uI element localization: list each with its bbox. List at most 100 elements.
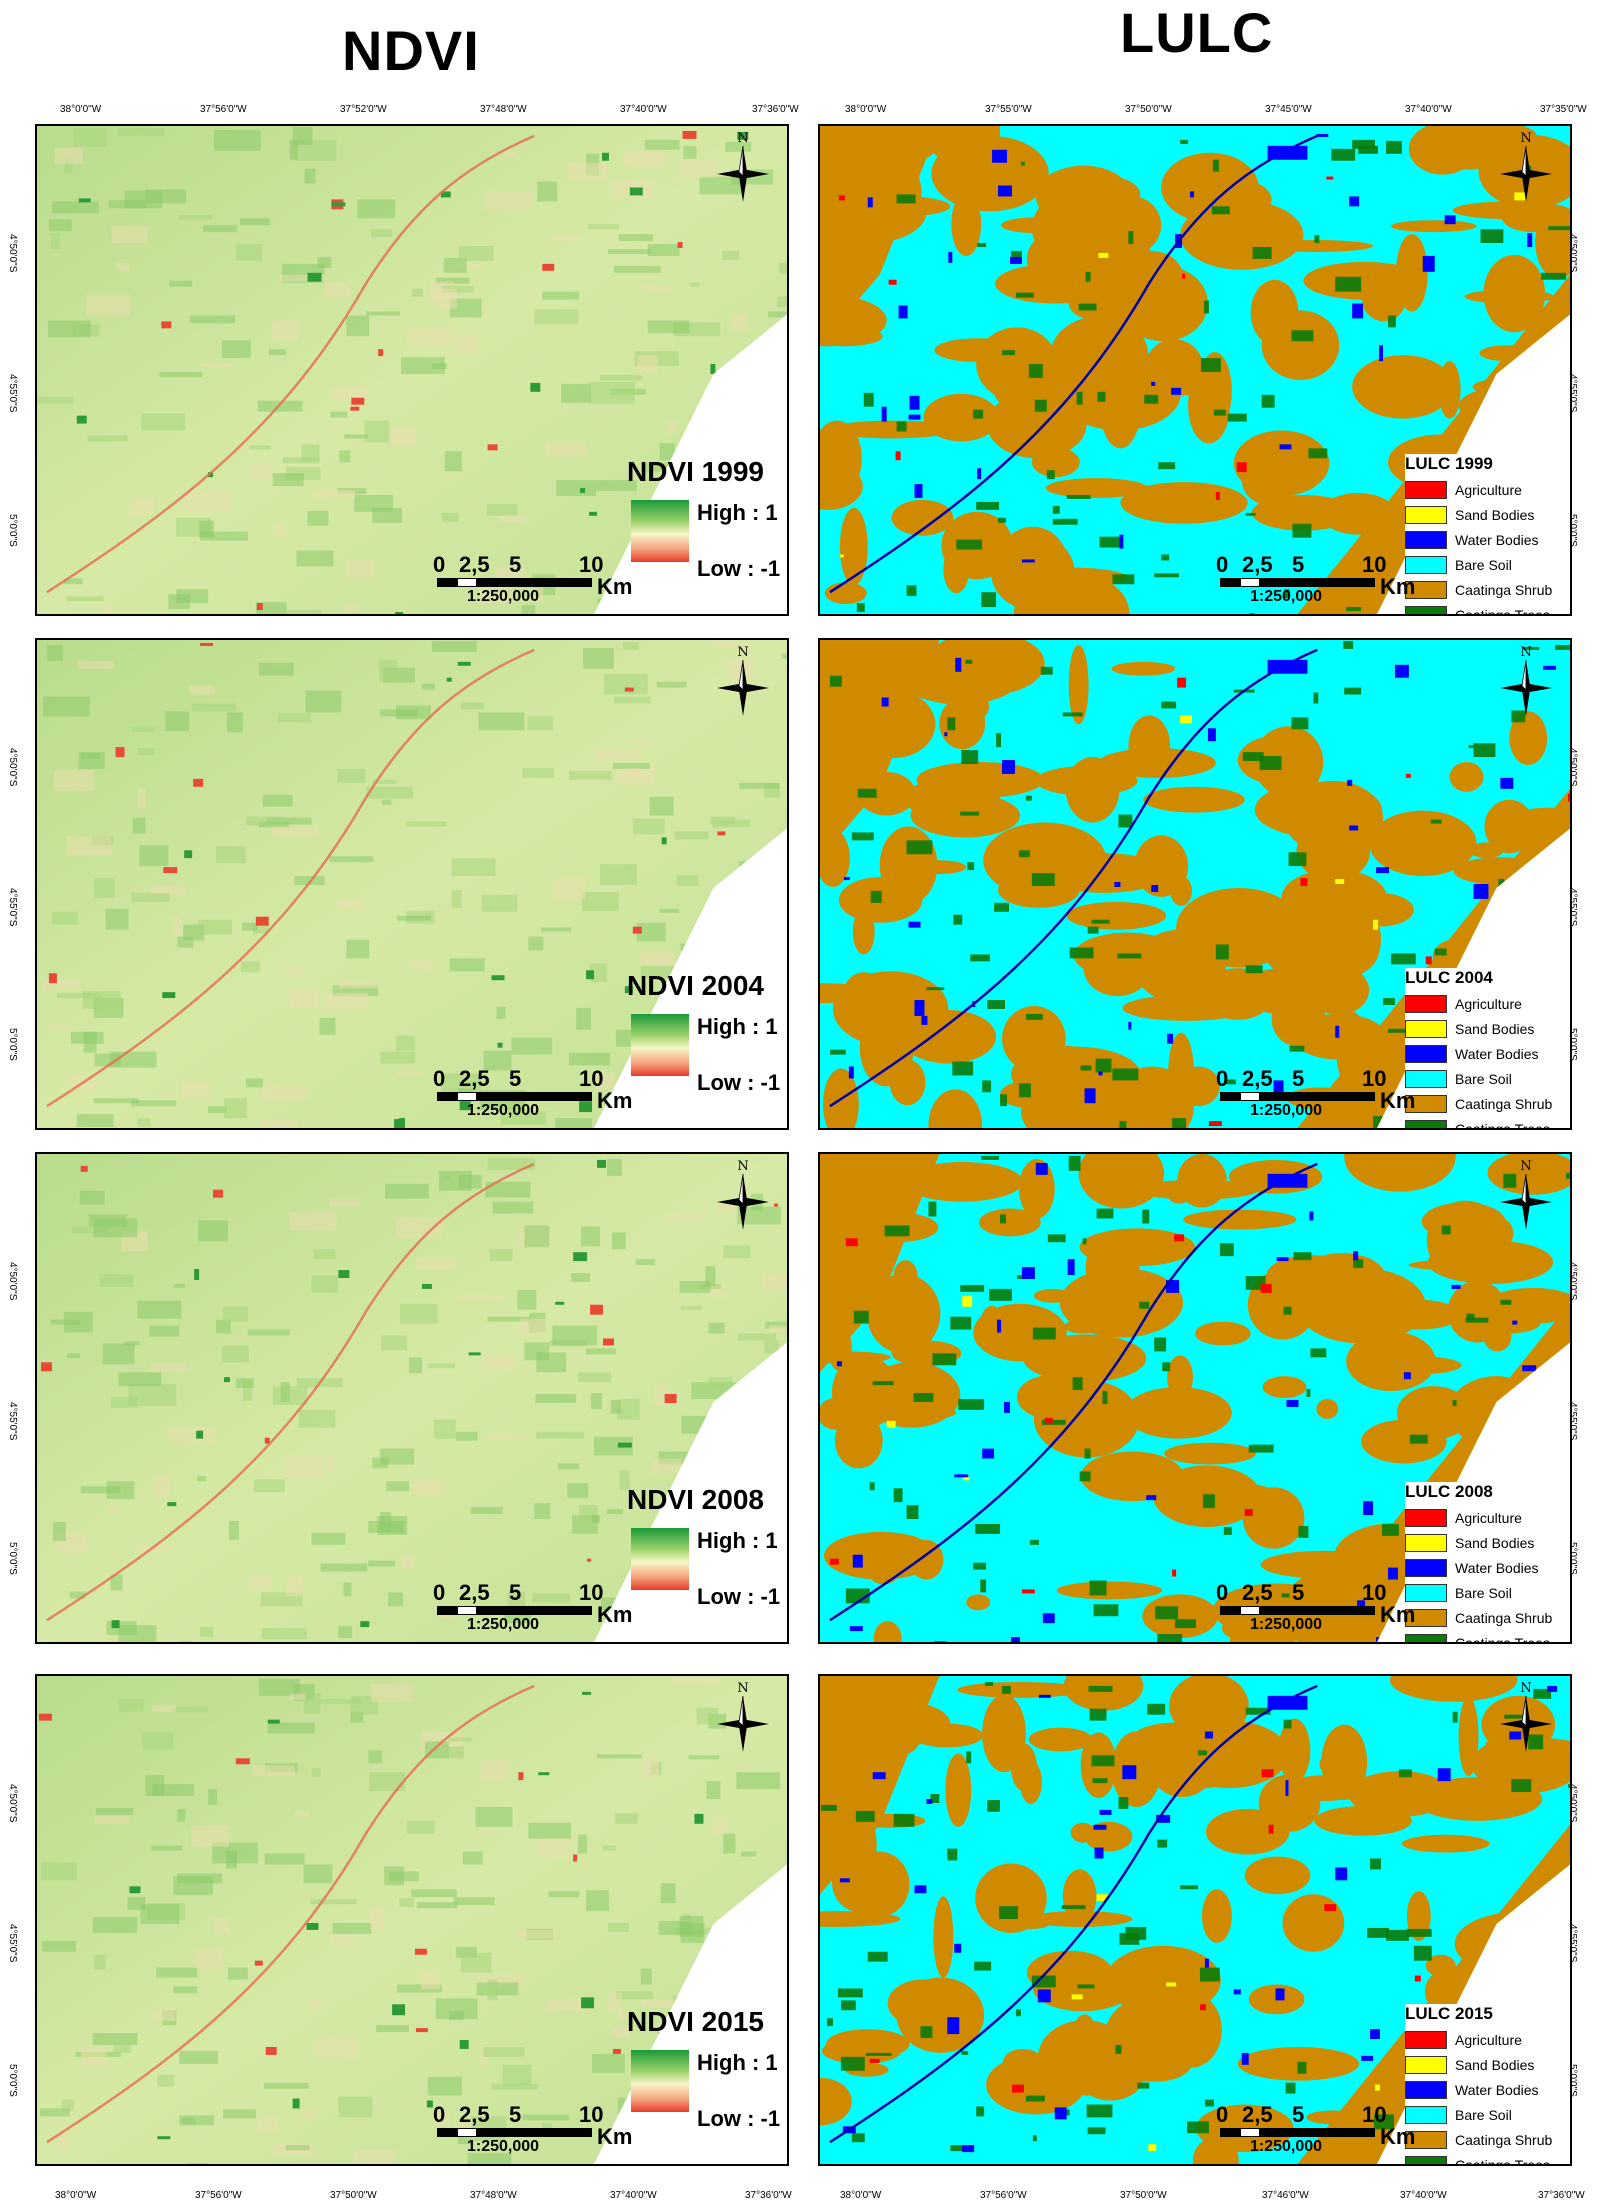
lulc-column-title: LULC (1120, 1, 1274, 64)
scale-ratio: 1:250,000 (467, 1102, 540, 1119)
legend-label: Agriculture (1455, 1509, 1522, 1526)
legend-label: Caatinga Shrub (1455, 1095, 1553, 1112)
legend-entry: Sand Bodies (1405, 1016, 1563, 1041)
coord-label: 37°48'0"W (480, 104, 527, 115)
lulc-legend: LULC 2004 Agriculture Sand Bodies Water … (1405, 968, 1563, 1128)
latitude-label: 4°50'0"S (1567, 234, 1578, 273)
ndvi-map-panel: N NDVI 1999 High : 1 Low : -1 0 2,5 5 10… (35, 124, 789, 616)
ndvi-high-label: High : 1 (697, 500, 778, 525)
scale-label: 2,5 (1242, 2102, 1273, 2127)
legend-swatch (1405, 1508, 1447, 1527)
scale-label: 2,5 (1242, 552, 1273, 577)
legend-swatch (1405, 1608, 1447, 1627)
latitude-label: 4°55'0"S (1567, 888, 1578, 927)
latitude-label: 4°55'0"S (1567, 1402, 1578, 1441)
latitude-label: 5°0'0"S (7, 1028, 18, 1061)
legend-entry: Caatinga Trees (1405, 1116, 1563, 1128)
legend-label: Caatinga Shrub (1455, 581, 1553, 598)
svg-text:N: N (1520, 1159, 1531, 1174)
scale-unit: Km (597, 1602, 633, 1627)
latitude-label: 4°50'0"S (7, 234, 18, 273)
scale-label: 2,5 (459, 552, 490, 577)
scale-unit: Km (597, 2124, 633, 2149)
scale-label: 0 (1216, 1066, 1229, 1091)
ndvi-color-ramp (631, 1528, 689, 1590)
coord-label: 37°56'0"W (195, 2190, 242, 2201)
ndvi-color-ramp (631, 500, 689, 562)
scale-label: 10 (1362, 1580, 1387, 1605)
legend-swatch (1405, 2030, 1447, 2049)
scale-ratio: 1:250,000 (467, 2138, 540, 2155)
legend-entry: Bare Soil (1405, 1580, 1563, 1605)
north-arrow-icon: N (1496, 644, 1556, 718)
scale-label: 5 (509, 552, 522, 577)
scale-label: 0 (433, 552, 446, 577)
scale-unit: Km (597, 1088, 633, 1113)
scale-bar: 0 2,5 5 10 Km 1:250,000 (433, 1580, 632, 1633)
legend-entry: Sand Bodies (1405, 2052, 1563, 2077)
legend-swatch (1405, 2105, 1447, 2124)
svg-text:N: N (737, 131, 748, 146)
latitude-label: 4°50'0"S (1567, 1262, 1578, 1301)
latitude-label: 4°55'0"S (1567, 374, 1578, 413)
coord-label: 37°56'0"W (980, 2190, 1027, 2201)
legend-entry: Sand Bodies (1405, 1530, 1563, 1555)
coord-label: 37°50'0"W (330, 2190, 377, 2201)
legend-label: Sand Bodies (1455, 1534, 1535, 1551)
scale-label: 10 (579, 1580, 604, 1605)
coord-label: 38°0'0"W (55, 2190, 97, 2201)
svg-text:N: N (1520, 1681, 1531, 1696)
legend-swatch (1405, 1583, 1447, 1602)
scale-bar: 0 2,5 5 10 Km 1:250,000 (1216, 1066, 1415, 1119)
ndvi-low-label: Low : -1 (697, 1584, 781, 1609)
legend-label: Water Bodies (1455, 531, 1539, 548)
scale-bar-graphic (1220, 2128, 1375, 2137)
coord-label: 37°52'0"W (340, 104, 387, 115)
scale-label: 10 (1362, 1066, 1387, 1091)
scale-bar-graphic (437, 1606, 592, 1615)
latitude-label: 5°0'0"S (7, 1542, 18, 1575)
lulc-panel-title: LULC 2015 (1405, 2004, 1493, 2023)
legend-swatch (1405, 580, 1447, 599)
legend-entry: Agriculture (1405, 1505, 1563, 1530)
scale-label: 10 (579, 2102, 604, 2127)
legend-entry: Caatinga Shrub (1405, 1605, 1563, 1630)
coord-label: 37°50'0"W (1120, 2190, 1167, 2201)
scale-label: 0 (1216, 2102, 1229, 2127)
latitude-label: 5°0'0"S (1567, 1028, 1578, 1061)
coord-label: 37°46'0"W (1262, 2190, 1309, 2201)
legend-label: Water Bodies (1455, 1559, 1539, 1576)
legend-swatch (1405, 1119, 1447, 1128)
coord-label: 38°0'0"W (60, 104, 102, 115)
scale-bar: 0 2,5 5 10 Km 1:250,000 (1216, 1580, 1415, 1633)
legend-swatch (1405, 1558, 1447, 1577)
scale-ratio: 1:250,000 (1250, 2138, 1323, 2155)
ndvi-map-panel: N NDVI 2015 High : 1 Low : -1 0 2,5 5 10… (35, 1674, 789, 2166)
scale-label: 0 (433, 2102, 446, 2127)
svg-text:N: N (1520, 131, 1531, 146)
latitude-label: 4°50'0"S (1567, 748, 1578, 787)
legend-entry: Water Bodies (1405, 527, 1563, 552)
latitude-label: 4°50'0"S (7, 1784, 18, 1823)
ndvi-panel-title: NDVI 2004 (627, 970, 764, 1001)
scale-bar: 0 2,5 5 10 Km 1:250,000 (433, 1066, 632, 1119)
latitude-label: 4°50'0"S (7, 1262, 18, 1301)
legend-label: Caatinga Trees (1455, 1634, 1550, 1644)
coord-label: 37°40'0"W (620, 104, 667, 115)
lulc-map-panel: N LULC 2004 Agriculture Sand Bodies Wate… (818, 638, 1572, 1130)
north-arrow-icon: N (713, 1158, 773, 1232)
legend-label: Bare Soil (1455, 556, 1512, 573)
scale-ratio: 1:250,000 (1250, 1102, 1323, 1119)
scale-unit: Km (1380, 2124, 1416, 2149)
scale-unit: Km (1380, 1088, 1416, 1113)
legend-label: Agriculture (1455, 2031, 1522, 2048)
scale-label: 10 (579, 1066, 604, 1091)
north-arrow-icon: N (713, 1680, 773, 1754)
coord-label: 37°35'0"W (1540, 104, 1587, 115)
latitude-label: 4°50'0"S (1567, 1784, 1578, 1823)
legend-entry: Bare Soil (1405, 2102, 1563, 2127)
scale-unit: Km (1380, 1602, 1416, 1627)
scale-label: 0 (433, 1580, 446, 1605)
legend-entry: Caatinga Trees (1405, 1630, 1563, 1644)
legend-entry: Agriculture (1405, 477, 1563, 502)
